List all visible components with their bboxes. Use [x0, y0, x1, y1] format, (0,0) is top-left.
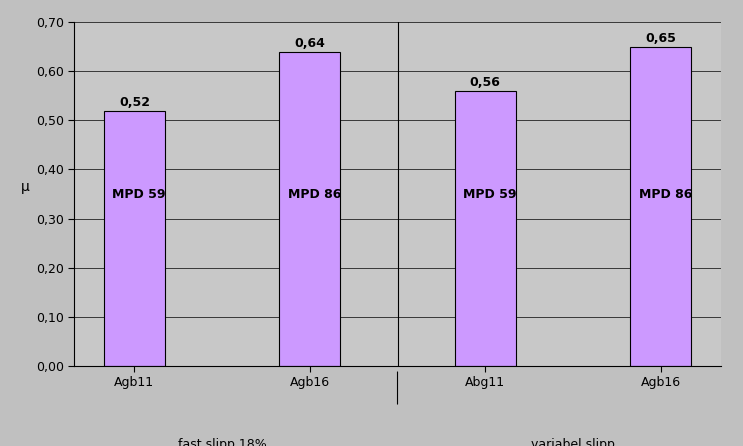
Y-axis label: µ: µ [20, 180, 29, 194]
Text: fast slipp 18%: fast slipp 18% [178, 438, 267, 446]
Text: 0,56: 0,56 [470, 76, 501, 89]
Text: 0,64: 0,64 [294, 37, 325, 50]
Text: MPD 86: MPD 86 [288, 187, 341, 201]
Text: 0,52: 0,52 [119, 95, 150, 109]
Text: variabel slipp: variabel slipp [531, 438, 615, 446]
Bar [104, 111, 165, 366]
Text: 0,65: 0,65 [645, 32, 676, 45]
Text: MPD 59: MPD 59 [464, 187, 517, 201]
Text: MPD 59: MPD 59 [112, 187, 166, 201]
Bar [455, 91, 516, 366]
Text: MPD 86: MPD 86 [639, 187, 692, 201]
Bar [279, 52, 340, 366]
Bar [630, 47, 691, 366]
